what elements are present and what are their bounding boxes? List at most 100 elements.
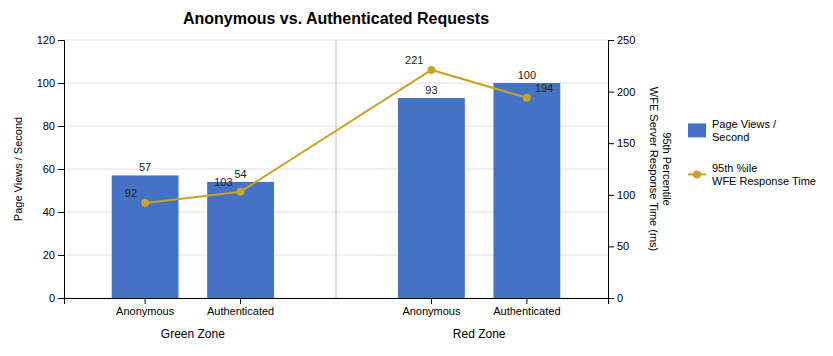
- text-line: Second: [712, 131, 749, 143]
- bar-label: 93: [425, 84, 437, 96]
- tick: 250: [608, 34, 635, 46]
- tick-label: 50: [617, 240, 629, 252]
- legend-item: Page Views /Second: [688, 118, 777, 143]
- legend-item: 95th %ileWFE Response Time: [688, 162, 816, 187]
- marks: [112, 66, 561, 298]
- legend-swatch: [688, 123, 706, 137]
- line-label: 221: [405, 54, 423, 66]
- line-label: 92: [125, 187, 137, 199]
- tick-label: Anonymous: [402, 305, 461, 317]
- text-line: 95th Percentile: [661, 132, 673, 205]
- line-label: 103: [214, 176, 232, 188]
- tick: 120: [37, 34, 64, 46]
- tick-mark: [58, 83, 64, 84]
- grid: [64, 40, 608, 298]
- tick: Authenticated: [493, 298, 560, 317]
- tick: Authenticated: [207, 298, 274, 317]
- legend: Page Views /Second 95th %ileWFE Response …: [688, 118, 816, 187]
- tick-label: 120: [37, 34, 55, 46]
- legend-marker: [693, 170, 701, 178]
- line-series: [141, 66, 531, 207]
- bar-label: 54: [234, 168, 246, 180]
- y2-axis: 0 50 100 150 200 250: [608, 34, 635, 304]
- group-labels: Green Zone Red Zone: [161, 327, 506, 341]
- y-axis: 0 20 40 60 80 100 120: [37, 34, 65, 304]
- axis-line: [58, 41, 65, 299]
- tick-label: 100: [37, 77, 55, 89]
- tick-mark: [608, 298, 614, 299]
- text-line: 95th %ile: [712, 162, 757, 174]
- chart-svg: 57 54 93 100 92 103 221 194 Anonymous Authenticat…: [0, 0, 833, 356]
- tick-label: Authenticated: [207, 305, 274, 317]
- line: [145, 70, 527, 203]
- tick: 200: [608, 86, 635, 98]
- tick-mark: [431, 298, 432, 304]
- tick-mark: [58, 298, 64, 299]
- bar: [398, 98, 465, 298]
- y2-axis-label: 95th PercentileWFE Server Response Time …: [648, 87, 673, 251]
- tick-mark: [58, 169, 64, 170]
- text-line: Page Views /: [712, 118, 777, 130]
- tick-mark: [240, 298, 241, 304]
- bar: [493, 83, 560, 298]
- tick-label: 150: [617, 137, 635, 149]
- tick: 0: [49, 292, 64, 304]
- tick-mark: [145, 298, 146, 304]
- tick-mark: [58, 40, 64, 41]
- text-line: Page Views / Second: [12, 117, 24, 221]
- tick-label: 250: [617, 34, 635, 46]
- tick-mark: [58, 255, 64, 256]
- legend-label: 95th %ileWFE Response Time: [712, 162, 816, 187]
- tick-label: Authenticated: [493, 305, 560, 317]
- bar: [207, 182, 274, 298]
- legend-label: Page Views /Second: [712, 118, 777, 143]
- tick-label: 0: [617, 292, 623, 304]
- tick-mark: [526, 298, 527, 304]
- tick: 50: [608, 240, 629, 252]
- plot-root: 57 54 93 100 92 103 221 194 Anonymous Authenticat…: [37, 34, 636, 341]
- tick-label: Anonymous: [116, 305, 175, 317]
- tick: 100: [608, 189, 635, 201]
- tick-mark: [608, 195, 614, 196]
- tick: 100: [37, 77, 64, 89]
- tick-mark: [608, 92, 614, 93]
- tick-label: 80: [43, 120, 55, 132]
- bar-label: 100: [518, 69, 536, 81]
- marker: [523, 94, 531, 102]
- tick: Anonymous: [402, 298, 461, 317]
- tick-mark: [58, 212, 64, 213]
- tick: 80: [43, 120, 64, 132]
- tick: 0: [608, 292, 623, 304]
- tick-label: 60: [43, 163, 55, 175]
- x-axis: Anonymous Authenticated Anonymous Authentic…: [65, 298, 609, 317]
- marker: [141, 199, 149, 207]
- axis-line: [609, 41, 615, 299]
- title: Anonymous vs. Authenticated Requests: [183, 10, 489, 27]
- tick-label: 200: [617, 86, 635, 98]
- group-label: Green Zone: [161, 327, 225, 341]
- axis-line: [65, 299, 609, 305]
- tick-label: 40: [43, 206, 55, 218]
- tick-mark: [608, 40, 614, 41]
- bar-series: [112, 83, 561, 298]
- data-labels: 57 54 93 100 92 103 221 194: [125, 54, 553, 199]
- tick-label: 20: [43, 249, 55, 261]
- tick-label: 0: [49, 292, 55, 304]
- tick: 150: [608, 137, 635, 149]
- tick: 20: [43, 249, 64, 261]
- tick: 40: [43, 206, 64, 218]
- tick-mark: [608, 143, 614, 144]
- group-label: Red Zone: [453, 327, 506, 341]
- bar-label: 57: [139, 161, 151, 173]
- chart-container: 57 54 93 100 92 103 221 194 Anonymous Authenticat…: [0, 0, 833, 356]
- marker: [237, 188, 245, 196]
- tick-label: 100: [617, 189, 635, 201]
- tick-mark: [608, 246, 614, 247]
- line-label: 194: [535, 82, 553, 94]
- text-line: WFE Response Time: [712, 175, 816, 187]
- y-axis-label: Page Views / Second: [12, 117, 24, 221]
- tick: 60: [43, 163, 64, 175]
- tick: Anonymous: [116, 298, 175, 317]
- marker: [427, 66, 435, 74]
- group-separator: [336, 40, 337, 298]
